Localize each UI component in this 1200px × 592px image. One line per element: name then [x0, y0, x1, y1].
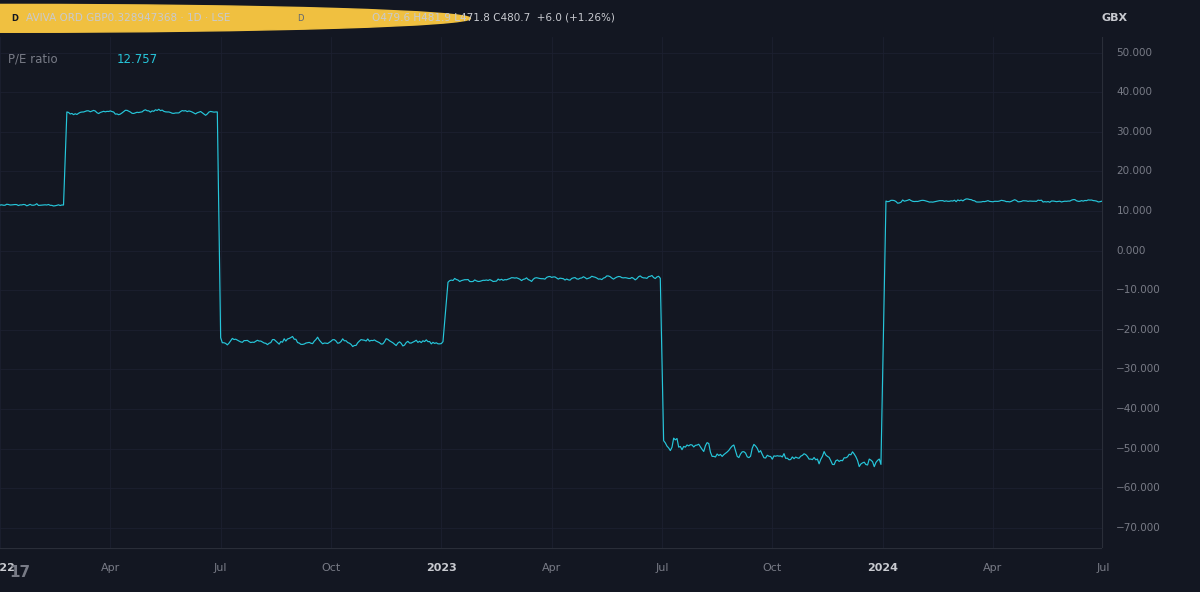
Text: Apr: Apr: [983, 562, 1002, 572]
Text: Jul: Jul: [655, 562, 668, 572]
Text: 17: 17: [8, 565, 30, 580]
Circle shape: [0, 4, 470, 33]
Text: AVIVA ORD GBP0.328947368 · 1D · LSE: AVIVA ORD GBP0.328947368 · 1D · LSE: [26, 12, 230, 22]
Text: Apr: Apr: [542, 562, 562, 572]
Text: −60.000: −60.000: [1116, 483, 1162, 493]
Text: 40.000: 40.000: [1116, 87, 1152, 97]
Text: Jul: Jul: [1097, 562, 1110, 572]
Text: 30.000: 30.000: [1116, 127, 1152, 137]
Text: D: D: [296, 14, 304, 23]
Text: −20.000: −20.000: [1116, 325, 1162, 335]
Text: 10.000: 10.000: [1116, 206, 1152, 216]
Text: −50.000: −50.000: [1116, 443, 1162, 453]
Text: −70.000: −70.000: [1116, 523, 1162, 533]
Text: 2024: 2024: [868, 562, 898, 572]
Text: D: D: [11, 14, 18, 23]
Text: 50.000: 50.000: [1116, 47, 1152, 57]
Text: −40.000: −40.000: [1116, 404, 1162, 414]
Text: 0.000: 0.000: [1116, 246, 1146, 256]
Text: Oct: Oct: [763, 562, 782, 572]
Text: 2023: 2023: [426, 562, 457, 572]
Text: Apr: Apr: [101, 562, 120, 572]
Text: −30.000: −30.000: [1116, 365, 1162, 374]
Text: Oct: Oct: [322, 562, 341, 572]
Text: GBX: GBX: [1102, 12, 1128, 22]
Text: 2022: 2022: [0, 562, 16, 572]
Text: 20.000: 20.000: [1116, 166, 1152, 176]
Text: −10.000: −10.000: [1116, 285, 1162, 295]
Text: 12.757: 12.757: [118, 53, 158, 66]
Text: P/E ratio: P/E ratio: [8, 53, 58, 66]
Text: Jul: Jul: [214, 562, 228, 572]
Text: O479.6 H481.9 L471.8 C480.7  +6.0 (+1.26%): O479.6 H481.9 L471.8 C480.7 +6.0 (+1.26%…: [372, 12, 614, 22]
